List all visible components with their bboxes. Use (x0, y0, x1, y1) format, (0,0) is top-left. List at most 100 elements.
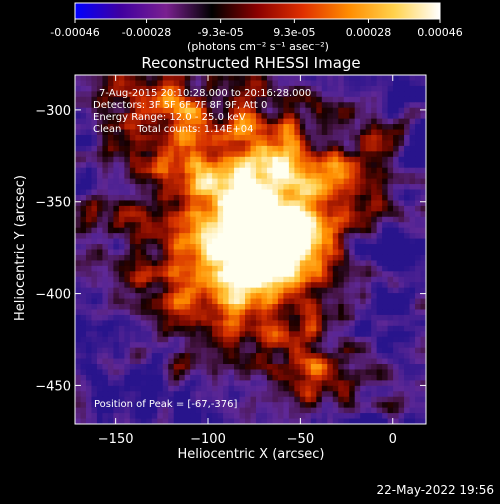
heatmap-cell (365, 265, 372, 272)
heatmap-cell (371, 156, 378, 163)
heatmap-cell (195, 353, 202, 360)
heatmap-cell (135, 145, 142, 152)
heatmap-cell (107, 293, 114, 300)
heatmap-cell (173, 238, 180, 245)
heatmap-cell (409, 342, 416, 349)
heatmap-cell (404, 342, 411, 349)
heatmap-cell (393, 369, 400, 376)
heatmap-cell (321, 118, 328, 125)
heatmap-cell (96, 244, 104, 251)
heatmap-cell (266, 407, 274, 414)
heatmap-cell (310, 162, 317, 169)
heatmap-cell (228, 342, 235, 349)
heatmap-cell (382, 304, 389, 311)
heatmap-cell (365, 407, 372, 414)
heatmap-cell (206, 102, 213, 109)
heatmap-cell (283, 418, 290, 424)
heatmap-cell (415, 418, 422, 424)
heatmap-cell (239, 364, 246, 371)
heatmap-cell (195, 265, 202, 272)
heatmap-cell (168, 156, 175, 163)
heatmap-cell (376, 80, 383, 87)
heatmap-cell (96, 353, 104, 360)
heatmap-cell (151, 167, 158, 174)
heatmap-cell (409, 184, 416, 191)
heatmap-cell (118, 145, 125, 152)
heatmap-cell (135, 276, 142, 283)
heatmap-cell (398, 249, 405, 256)
heatmap-cell (398, 244, 405, 251)
heatmap-cell (212, 271, 219, 278)
heatmap-cell (332, 75, 339, 82)
heatmap-cell (91, 216, 98, 223)
heatmap-cell (310, 260, 317, 267)
heatmap-cell (398, 342, 405, 349)
heatmap-cell (239, 80, 246, 87)
heatmap-cell (223, 167, 230, 174)
heatmap-cell (234, 407, 241, 414)
colorbar-tick-label: -0.00028 (122, 26, 171, 39)
heatmap-cell (113, 189, 120, 196)
heatmap-cell (409, 107, 416, 114)
heatmap-cell (75, 96, 82, 103)
heatmap-cell (91, 353, 98, 360)
heatmap-cell (113, 325, 120, 332)
heatmap-cell (250, 320, 257, 327)
heatmap-cell (288, 222, 295, 229)
heatmap-cell (91, 413, 98, 420)
heatmap-cell (206, 396, 213, 403)
heatmap-cell (135, 320, 142, 327)
heatmap-cell (316, 254, 323, 261)
heatmap-cell (338, 238, 345, 245)
heatmap-cell (206, 271, 213, 278)
heatmap-cell (195, 309, 202, 316)
heatmap-cell (157, 145, 164, 152)
heatmap-cell (332, 124, 339, 131)
heatmap-cell (299, 80, 306, 87)
heatmap-cell (371, 80, 378, 87)
heatmap-cell (316, 80, 323, 87)
heatmap-cell (288, 320, 295, 327)
heatmap-cell (234, 194, 241, 202)
heatmap-cell (107, 238, 114, 245)
heatmap-cell (179, 402, 186, 409)
heatmap-cell (245, 282, 252, 289)
heatmap-cell (217, 364, 224, 371)
heatmap-cell (376, 167, 383, 174)
heatmap-cell (195, 184, 202, 191)
heatmap-cell (294, 396, 301, 403)
heatmap-cell (261, 418, 268, 424)
heatmap-cell (80, 374, 87, 381)
heatmap-cell (135, 233, 142, 240)
heatmap-cell (310, 298, 317, 305)
heatmap-cell (349, 200, 356, 207)
heatmap-cell (190, 184, 197, 191)
heatmap-cell (195, 358, 202, 365)
heatmap-cell (299, 413, 306, 420)
heatmap-cell (343, 75, 350, 82)
heatmap-cell (316, 304, 323, 311)
heatmap-cell (124, 134, 131, 142)
heatmap-cell (365, 347, 372, 354)
heatmap-cell (398, 320, 405, 327)
heatmap-cell (184, 407, 191, 414)
heatmap-cell (151, 353, 158, 360)
heatmap-cell (371, 418, 378, 424)
heatmap-cell (349, 233, 356, 240)
heatmap-cell (250, 102, 257, 109)
heatmap-cell (283, 124, 290, 131)
heatmap-cell (321, 249, 328, 256)
heatmap-cell (75, 227, 82, 234)
heatmap-cell (255, 151, 263, 158)
heatmap-cell (415, 107, 422, 114)
heatmap-cell (365, 222, 372, 229)
heatmap-cell (179, 184, 186, 191)
heatmap-cell (299, 276, 306, 283)
heatmap-cell (310, 118, 317, 125)
heatmap-cell (102, 194, 109, 202)
heatmap-cell (354, 402, 361, 409)
heatmap-cell (376, 402, 383, 409)
heatmap-cell (393, 396, 400, 403)
heatmap-cell (223, 96, 230, 103)
heatmap-cell (365, 216, 372, 223)
